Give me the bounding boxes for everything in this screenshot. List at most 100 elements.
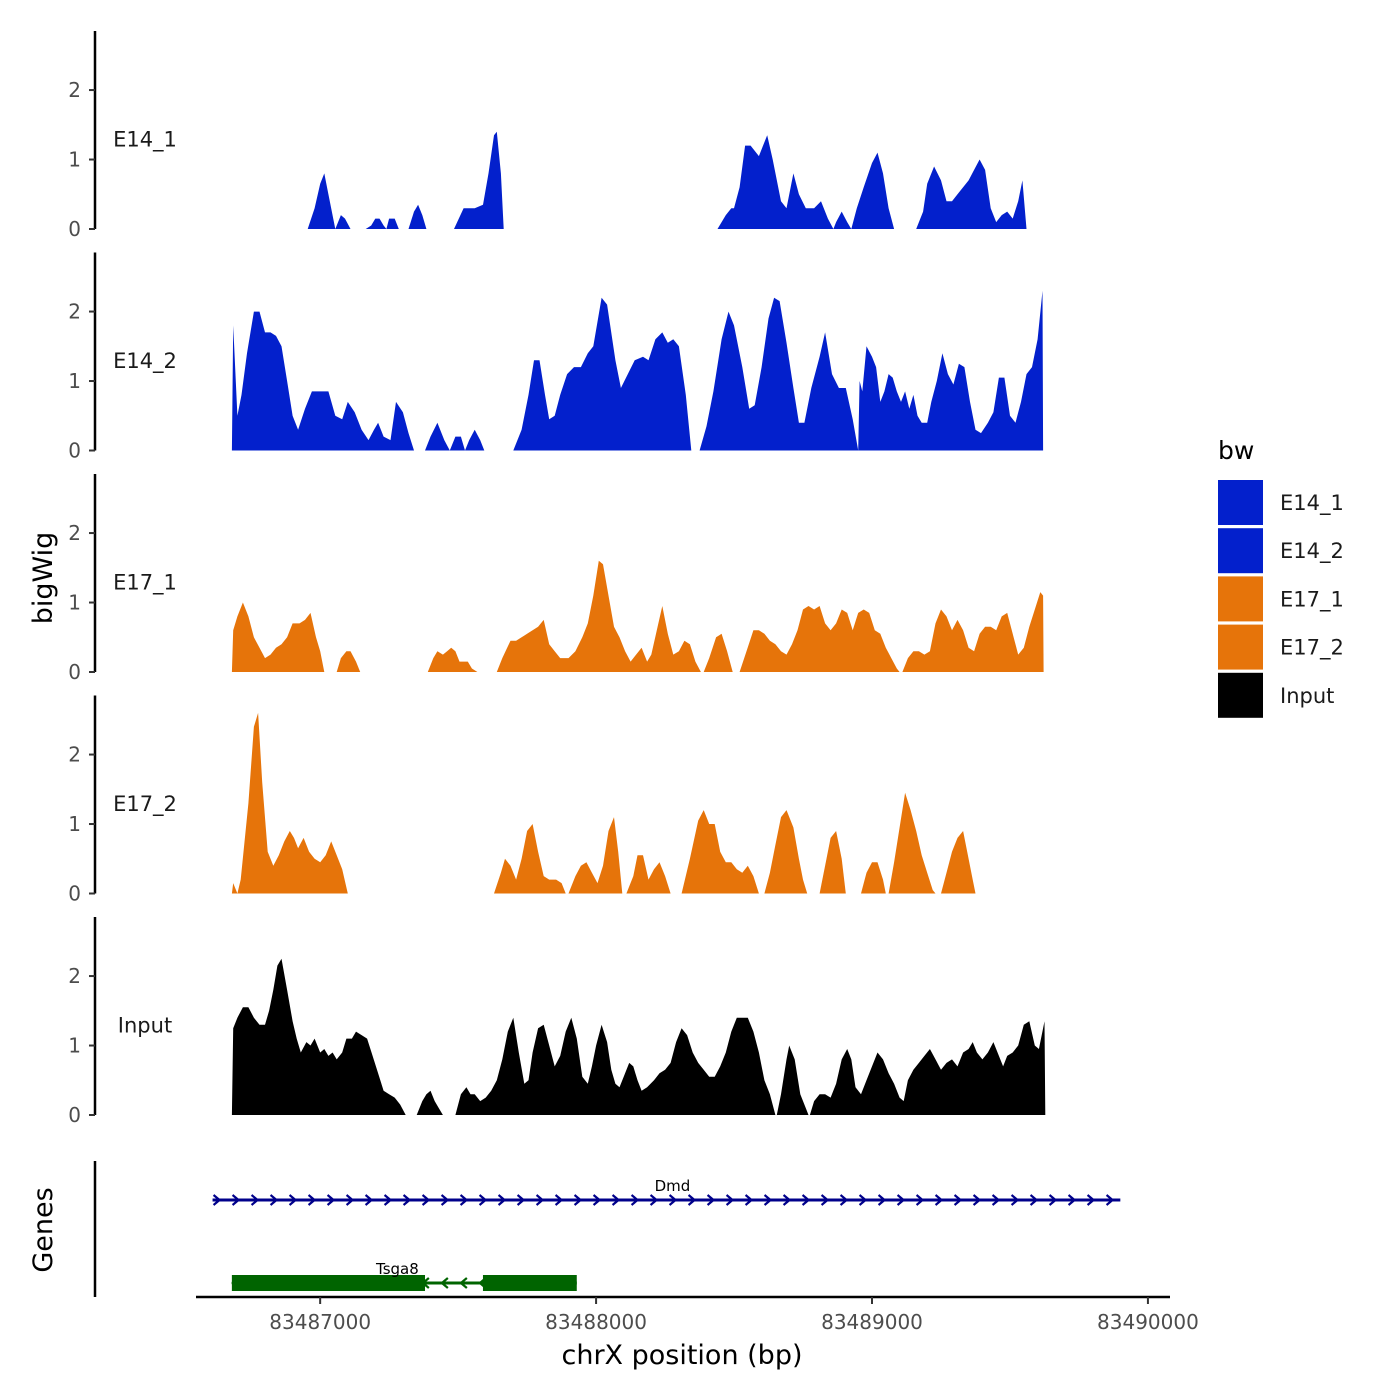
strand-chevron: [611, 1194, 621, 1206]
coverage-area: [513, 297, 692, 451]
gene-label: Dmd: [655, 1177, 691, 1195]
legend-swatch: [1218, 624, 1263, 670]
track-label: E14_2: [113, 349, 177, 374]
strand-chevron: [820, 1194, 830, 1206]
coverage-area: [231, 311, 414, 451]
coverage-area: [231, 712, 348, 894]
coverage-area: [455, 1017, 776, 1115]
gene-label: Tsga8: [375, 1260, 419, 1278]
coverage-area: [699, 290, 1044, 451]
gene-exon: [482, 1275, 577, 1291]
strand-chevron: [953, 1194, 963, 1206]
x-tick-label: 83490000: [1097, 1310, 1199, 1334]
strand-chevron: [801, 1194, 811, 1206]
track-label: E17_2: [113, 792, 177, 817]
y-tick-label: 2: [68, 300, 81, 324]
strand-chevron: [440, 1194, 450, 1206]
strand-chevron: [991, 1194, 1001, 1206]
strand-chevron: [459, 1277, 468, 1289]
y-tick-label: 1: [68, 148, 81, 172]
strand-chevron: [307, 1194, 317, 1206]
genes-axis-title: Genes: [28, 1187, 59, 1272]
coverage-area: [819, 831, 846, 894]
coverage-area: [454, 131, 504, 229]
legend-item-Input: Input: [1218, 672, 1334, 718]
legend-item-E14_2: E14_2: [1218, 528, 1344, 574]
legend-item-E14_1: E14_1: [1218, 480, 1344, 525]
strand-chevron: [839, 1194, 849, 1206]
coverage-area: [336, 651, 361, 672]
y-tick-label: 2: [68, 743, 81, 767]
strand-chevron: [326, 1194, 336, 1206]
genes-panel: Dmd Tsga8: [93, 1161, 1121, 1297]
gene-exon: [231, 1275, 426, 1291]
strand-chevron: [687, 1194, 697, 1206]
y-axis-title: bigWig: [28, 532, 59, 625]
strand-chevron: [478, 1194, 488, 1206]
x-tick-label: 83487000: [269, 1310, 371, 1334]
x-axis-title: chrX position (bp): [561, 1340, 802, 1371]
strand-chevron: [630, 1194, 640, 1206]
track-E14_2: 0 1 2 E14_2: [68, 252, 1044, 463]
strand-chevron: [915, 1194, 925, 1206]
coverage-area: [941, 831, 976, 894]
legend-title: bw: [1218, 436, 1254, 465]
strand-chevron: [269, 1194, 279, 1206]
coverage-area: [494, 824, 566, 894]
strand-chevron: [896, 1194, 906, 1206]
coverage-area: [809, 1021, 1046, 1115]
legend-item-E17_2: E17_2: [1218, 624, 1344, 670]
y-tick-label: 0: [68, 1103, 81, 1127]
strand-chevron: [1067, 1194, 1077, 1206]
y-tick-label: 2: [68, 964, 81, 988]
legend-swatch: [1218, 672, 1263, 718]
y-tick-label: 0: [68, 217, 81, 241]
track-E17_1: 0 1 2 E17_1: [68, 474, 1044, 684]
strand-chevron: [516, 1194, 526, 1206]
legend-label: E14_2: [1280, 539, 1344, 564]
legend-swatch: [1218, 480, 1263, 525]
strand-chevron: [592, 1194, 602, 1206]
strand-chevron: [421, 1194, 431, 1206]
strand-chevron: [668, 1194, 678, 1206]
coverage-area: [776, 1045, 809, 1115]
track-label: E17_1: [113, 571, 177, 596]
strand-chevron: [1010, 1194, 1020, 1206]
legend-item-E17_1: E17_1: [1218, 576, 1344, 622]
y-tick-label: 2: [68, 521, 81, 545]
strand-chevron: [725, 1194, 735, 1206]
legend: E14_1 E14_2 E17_1 E17_2 Input: [1218, 480, 1344, 718]
coverage-area: [888, 792, 936, 894]
strand-chevron: [231, 1194, 241, 1206]
strand-chevron: [535, 1194, 545, 1206]
strand-chevron: [212, 1194, 222, 1206]
y-tick-label: 2: [68, 78, 81, 102]
strand-chevron: [763, 1194, 773, 1206]
strand-chevron: [649, 1194, 659, 1206]
coverage-area: [916, 159, 1027, 229]
coverage-area: [307, 173, 351, 229]
strand-chevron: [459, 1194, 469, 1206]
coverage-area: [861, 862, 886, 894]
y-tick-label: 1: [68, 591, 81, 615]
y-tick-label: 0: [68, 439, 81, 463]
legend-label: Input: [1280, 684, 1334, 708]
strand-chevron: [782, 1194, 792, 1206]
strand-chevron: [364, 1194, 374, 1206]
legend-label: E14_1: [1280, 491, 1344, 516]
coverage-area: [496, 560, 701, 672]
coverage-area: [365, 218, 399, 229]
coverage-area: [717, 135, 895, 229]
strand-chevron: [934, 1194, 944, 1206]
strand-chevron: [554, 1194, 564, 1206]
coverage-area: [568, 817, 623, 894]
strand-chevron: [1048, 1194, 1058, 1206]
coverage-area: [425, 422, 485, 451]
coverage-area: [416, 1090, 443, 1115]
coverage-area: [231, 602, 325, 672]
y-tick-label: 1: [68, 1034, 81, 1058]
coverage-area: [427, 647, 478, 672]
coverage-area: [681, 810, 759, 894]
strand-chevron: [250, 1194, 260, 1206]
coverage-area: [703, 633, 733, 672]
